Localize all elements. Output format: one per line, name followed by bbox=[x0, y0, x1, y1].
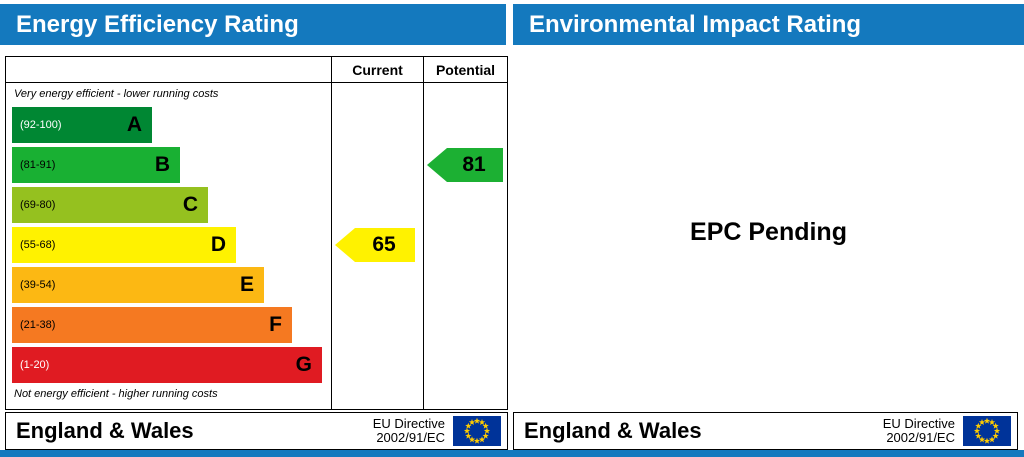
potential-rating-marker: 81 bbox=[427, 148, 503, 182]
band-g-range: (1-20) bbox=[20, 359, 50, 371]
energy-rating-chart: Current Potential Very energy efficient … bbox=[5, 56, 508, 410]
eu-directive-line1-right: EU Directive bbox=[882, 416, 955, 431]
potential-rating-value: 81 bbox=[462, 153, 486, 176]
current-column-header: Current bbox=[352, 62, 403, 78]
region-label-right: England & Wales bbox=[524, 418, 702, 443]
band-a: (92-100) A bbox=[12, 107, 152, 143]
potential-column-header: Potential bbox=[435, 62, 496, 78]
footer-left: England & Wales EU Directive 2002/91/EC bbox=[5, 412, 508, 450]
epc-pending-text: EPC Pending bbox=[690, 217, 847, 246]
band-e-range: (39-54) bbox=[20, 279, 56, 291]
band-b-letter: B bbox=[154, 153, 170, 176]
eu-directive-line2-left: 2002/91/EC bbox=[376, 430, 445, 445]
environmental-chart-area: EPC Pending bbox=[513, 56, 1024, 408]
band-f-letter: F bbox=[269, 313, 282, 336]
environmental-rating-title: Environmental Impact Rating bbox=[529, 11, 862, 38]
column-header-row bbox=[6, 57, 507, 83]
band-c-letter: C bbox=[182, 193, 198, 216]
band-c-range: (69-80) bbox=[20, 199, 56, 211]
bottom-border-strip bbox=[0, 450, 1024, 457]
efficiency-top-note: Very energy efficient - lower running co… bbox=[14, 88, 219, 100]
eu-directive-line2-right: 2002/91/EC bbox=[886, 430, 955, 445]
eu-directive-text-left: EU Directive 2002/91/EC bbox=[373, 417, 445, 445]
potential-column-divider bbox=[423, 57, 424, 409]
band-d-range: (55-68) bbox=[20, 239, 56, 251]
band-e: (39-54) E bbox=[12, 267, 264, 303]
current-rating-marker: 65 bbox=[335, 228, 415, 262]
band-a-letter: A bbox=[126, 113, 142, 136]
current-rating-value: 65 bbox=[372, 233, 396, 256]
footer-right: England & Wales EU Directive 2002/91/EC bbox=[513, 412, 1018, 450]
band-d-letter: D bbox=[210, 233, 226, 256]
band-b: (81-91) B bbox=[12, 147, 180, 183]
band-f: (21-38) F bbox=[12, 307, 292, 343]
eu-flag-icon bbox=[963, 416, 1011, 446]
efficiency-bottom-note: Not energy efficient - higher running co… bbox=[14, 388, 218, 400]
band-b-range: (81-91) bbox=[20, 159, 56, 171]
band-c: (69-80) C bbox=[12, 187, 208, 223]
band-d: (55-68) D bbox=[12, 227, 236, 263]
band-g: (1-20) G bbox=[12, 347, 322, 383]
energy-rating-title: Energy Efficiency Rating bbox=[16, 11, 299, 38]
environmental-rating-header: Environmental Impact Rating bbox=[513, 4, 1024, 45]
current-column-divider bbox=[331, 57, 332, 409]
band-f-range: (21-38) bbox=[20, 319, 56, 331]
energy-rating-header: Energy Efficiency Rating bbox=[0, 4, 506, 45]
band-a-range: (92-100) bbox=[20, 119, 62, 131]
eu-directive-line1-left: EU Directive bbox=[372, 416, 445, 431]
band-e-letter: E bbox=[239, 273, 254, 296]
eu-directive-text-right: EU Directive 2002/91/EC bbox=[883, 417, 955, 445]
eu-flag-icon bbox=[453, 416, 501, 446]
band-g-letter: G bbox=[295, 353, 312, 376]
region-label-left: England & Wales bbox=[16, 418, 194, 443]
